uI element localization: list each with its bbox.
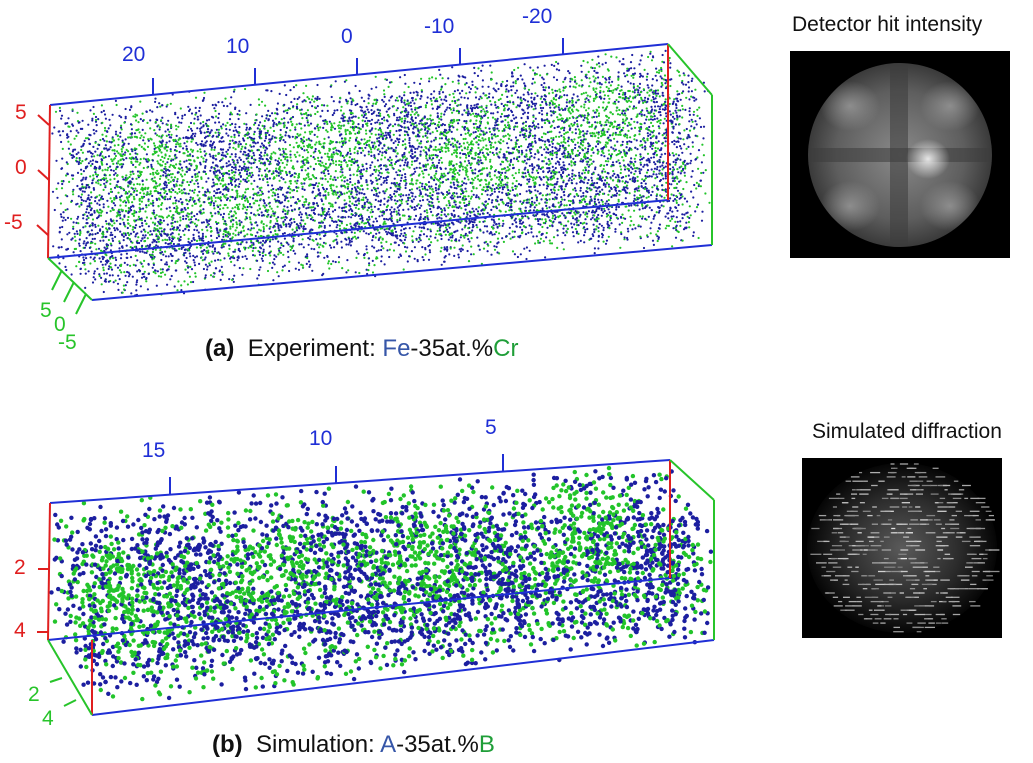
panel-b-z-axis-line [47,639,93,716]
detector-hit-intensity-image [790,51,1010,258]
panel-a-element-b: Cr [493,335,519,362]
panel-a-z-edges [47,43,713,301]
panel-a-side-title: Detector hit intensity [792,13,983,36]
panel-b-y-edges [47,460,671,715]
panel-b-box-edges [47,459,715,716]
panel-a-x-tick-label: 20 [122,43,146,66]
panel-a-bottom-front-edge [91,244,713,301]
panel-b-bottom-front-edge [91,639,715,716]
panel-a-z-edge-top [667,43,713,96]
panel-b-z-edges [47,459,715,716]
panel-a-x-tick-label: 0 [341,25,353,48]
panel-a-y-tick-label: -5 [4,211,23,234]
panel-a-z-tick-label: 0 [54,313,66,336]
panel-a-atom-cloud [51,49,711,297]
panel-b-bottom-back-edge [47,577,671,641]
panel-a-y-ticks [36,114,50,236]
panel-a-z-tick-label: 5 [40,299,52,322]
panel-b-element-b: B [478,731,495,758]
panel-a-caption: (a) Experiment: Fe-35at.%Cr [205,337,518,361]
panel-a-x-ticks [152,38,564,95]
panel-a-z-axis-line [47,257,93,301]
panel-a-y-axis-line [47,104,51,259]
panel-b-y-tick-label: 2 [14,556,26,579]
panel-b-x-tick-label: 10 [309,427,333,450]
panel-a-z-ticks [51,269,87,315]
panel-a-x-tick-label: -10 [424,15,455,38]
panel-b-z-ticks [49,677,77,707]
panel-a-caption-mid: -35at.% [410,335,494,362]
panel-a-caption-prefix: Experiment: [247,335,383,362]
simulated-diffraction-image [802,458,1002,638]
panel-b-z-tick-label: 4 [42,707,54,730]
panel-b-z-edge-top [669,459,715,501]
panel-b-caption-label: (b) [212,731,243,758]
panel-b-x-tick-label: 5 [485,416,497,439]
panel-b-atom-cloud [49,465,714,702]
panel-b-caption-mid: -35at.% [396,731,479,758]
panel-b-element-a: A [380,731,397,758]
diffraction-streaks [810,463,1000,633]
panel-b-y-axis-line [47,502,51,641]
panel-a-caption-label: (a) [205,335,235,362]
panel-a-element-a: Fe [382,335,411,362]
panel-b-y-tick-label: 4 [14,619,26,642]
panel-a-x-tick-label: 10 [226,35,250,58]
panel-a-bottom-back-edge [47,199,669,259]
panel-a-x-tick-label: -20 [522,5,553,28]
panel-b-top-back-edge [49,459,671,504]
panel-a-z-tick-label: -5 [58,331,77,354]
panel-b-z-tick-label: 2 [28,683,40,706]
panel-a-y-tick-label: 0 [15,156,27,179]
panel-b-caption: (b) Simulation: A-35at.%B [212,733,495,757]
panel-b-x-ticks [169,454,504,494]
panel-a-y-tick-label: 5 [15,101,27,124]
panel-a-y-edges [47,44,669,259]
panel-b-caption-prefix: Simulation: [256,731,381,758]
panel-b-side-title: Simulated diffraction [812,420,1002,443]
panel-b-x-tick-label: 15 [142,439,166,462]
panel-b-y-ticks [37,568,49,633]
